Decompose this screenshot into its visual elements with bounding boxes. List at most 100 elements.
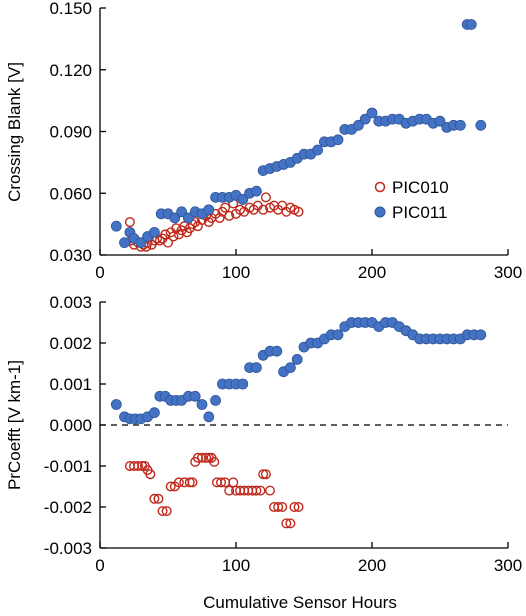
top-point-pic010	[124, 217, 135, 228]
bottom-point-pic010	[133, 461, 144, 472]
top-x-tick-label: 300	[494, 263, 522, 282]
top-point-pic011	[119, 237, 130, 249]
top-x-tick-label: 200	[358, 263, 386, 282]
top-point-pic011	[312, 144, 324, 156]
bottom-point-pic011	[291, 353, 303, 365]
bottom-point-pic010	[196, 452, 207, 463]
bottom-ticks: -0.003 -0.002 -0.001 0.000 0.001 0.002 0.003 0 1…	[44, 293, 522, 575]
bottom-y-tick-label: 0.000	[49, 416, 92, 435]
bottom-y-tick-label: 0.002	[49, 334, 92, 353]
top-point-pic011	[182, 212, 194, 224]
bottom-point-pic011	[284, 362, 296, 374]
top-y-tick-label: 0.030	[49, 246, 92, 265]
bottom-point-pic011	[475, 329, 487, 341]
top-point-pic011	[454, 119, 466, 131]
top-y-tick-label: 0.060	[49, 184, 92, 203]
legend-label-pic011: PIC011	[392, 203, 447, 222]
legend-label-pic010: PIC010	[392, 178, 449, 197]
bottom-point-pic010	[293, 502, 304, 513]
top-point-pic010	[224, 210, 235, 221]
panel-crossing-blank: 0.030 0.060 0.090 0.120 0.150 0 100 200 300 Cros…	[5, 0, 522, 282]
top-point-pic011	[110, 220, 122, 232]
bottom-x-tick-label: 200	[358, 556, 386, 575]
top-point-pic011	[250, 185, 262, 197]
bottom-series-pic010	[124, 452, 304, 529]
top-point-pic011	[359, 113, 371, 125]
bottom-point-pic010	[224, 485, 235, 496]
bottom-y-tick-label: 0.003	[49, 293, 92, 312]
top-y-axis-title: Crossing Blank [V]	[5, 62, 24, 202]
top-series-pic011	[110, 19, 487, 249]
bottom-point-pic010	[145, 469, 156, 480]
top-y-tick-label: 0.120	[49, 61, 92, 80]
bottom-x-axis-title: Cumulative Sensor Hours	[203, 593, 397, 612]
top-point-pic011	[237, 194, 249, 205]
bottom-point-pic010	[173, 477, 184, 488]
bottom-point-pic010	[187, 477, 198, 488]
bottom-x-tick-label: 0	[95, 556, 104, 575]
bottom-point-pic010	[251, 485, 262, 496]
top-point-pic010	[293, 206, 304, 217]
bottom-point-pic010	[258, 469, 269, 480]
bottom-point-pic010	[184, 477, 195, 488]
top-point-pic011	[475, 119, 487, 131]
bottom-y-tick-label: -0.003	[44, 539, 92, 558]
bottom-point-pic010	[157, 506, 168, 517]
bottom-point-pic010	[201, 452, 212, 463]
bottom-point-pic011	[110, 399, 122, 410]
bottom-point-pic010	[289, 502, 300, 513]
bottom-y-tick-label: 0.001	[49, 375, 92, 394]
bottom-point-pic010	[216, 477, 227, 488]
top-point-pic011	[332, 134, 344, 146]
top-point-pic011	[169, 212, 181, 224]
bottom-point-pic010	[209, 456, 220, 467]
top-point-pic010	[214, 212, 225, 223]
top-point-pic010	[260, 192, 271, 203]
bottom-point-pic011	[237, 378, 249, 390]
bottom-point-pic010	[281, 518, 292, 529]
top-point-pic010	[258, 204, 269, 215]
top-point-pic010	[162, 237, 173, 248]
top-y-tick-label: 0.090	[49, 123, 92, 142]
top-point-pic011	[366, 107, 378, 119]
top-ticks: 0.030 0.060 0.090 0.120 0.150 0 100 200 300	[49, 0, 522, 282]
bottom-point-pic011	[250, 362, 262, 374]
panel-prcoefft: -0.003 -0.002 -0.001 0.000 0.001 0.002 0.003 0 1…	[5, 293, 522, 612]
bottom-point-pic010	[161, 506, 172, 517]
bottom-point-pic011	[203, 411, 215, 423]
bottom-y-axis-title: PrCoefft [V km-1]	[5, 360, 24, 490]
legend-marker-pic010	[374, 181, 386, 193]
bottom-x-tick-label: 100	[222, 556, 250, 575]
bottom-point-pic010	[273, 502, 284, 513]
bottom-y-tick-label: -0.002	[44, 498, 92, 517]
top-point-pic011	[352, 119, 364, 131]
bottom-point-pic010	[265, 485, 276, 496]
bottom-point-pic011	[332, 329, 344, 341]
bottom-point-pic010	[149, 493, 160, 504]
bottom-point-pic011	[189, 390, 201, 402]
bottom-point-pic010	[165, 481, 176, 492]
bottom-point-pic010	[260, 469, 271, 480]
top-point-pic011	[434, 115, 446, 127]
top-x-tick-label: 0	[95, 263, 104, 282]
bottom-point-pic010	[153, 493, 164, 504]
top-point-pic010	[220, 202, 231, 213]
top-y-tick-label: 0.150	[49, 0, 92, 18]
legend-marker-pic011	[374, 206, 386, 218]
top-point-pic011	[135, 237, 147, 249]
bottom-point-pic011	[148, 407, 160, 419]
top-x-tick-label: 100	[222, 263, 250, 282]
bottom-point-pic010	[228, 477, 239, 488]
bottom-y-tick-label: -0.001	[44, 457, 92, 476]
top-point-pic011	[148, 226, 160, 238]
bottom-point-pic010	[255, 485, 266, 496]
legend: PIC010 PIC011	[374, 178, 449, 222]
bottom-point-pic010	[277, 502, 288, 513]
top-point-pic011	[465, 19, 477, 30]
bottom-point-pic011	[196, 399, 208, 410]
bottom-point-pic011	[271, 345, 283, 357]
top-point-pic011	[176, 206, 188, 218]
bottom-x-tick-label: 300	[494, 556, 522, 575]
bottom-point-pic011	[210, 394, 222, 406]
